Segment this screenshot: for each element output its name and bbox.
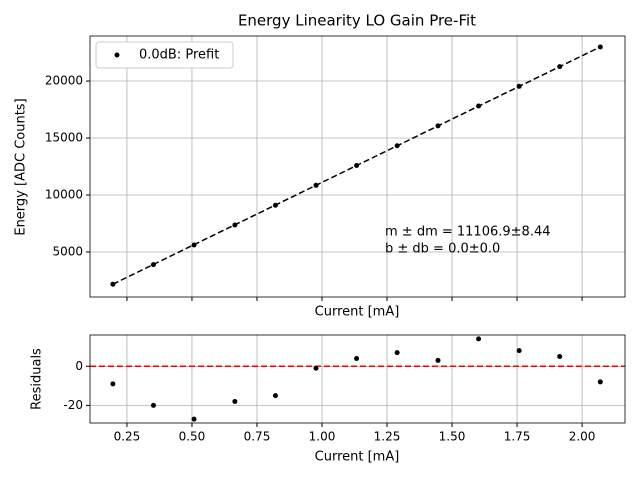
annotation: m ± dm = 11106.9±8.44 xyxy=(385,225,551,240)
data-point xyxy=(313,365,319,371)
data-point xyxy=(313,182,319,188)
data-point xyxy=(191,416,197,422)
data-point xyxy=(150,402,156,408)
legend-frame xyxy=(95,41,234,69)
chart-title: Energy Linearity LO Gain Pre-Fit xyxy=(238,12,476,30)
x-tick-label: 1.25 xyxy=(374,430,401,444)
y-tick-label: -20 xyxy=(63,398,83,412)
data-point xyxy=(557,64,563,70)
y-tick-label: 0 xyxy=(75,359,83,373)
data-point xyxy=(354,355,360,361)
data-point xyxy=(272,393,278,399)
data-point xyxy=(597,379,603,385)
data-point xyxy=(516,83,522,89)
data-point xyxy=(110,381,116,387)
data-point xyxy=(394,350,400,356)
x-tick-label: 2.00 xyxy=(569,430,596,444)
annotation: b ± db = 0.0±0.0 xyxy=(385,242,500,257)
x-tick-label: 0.50 xyxy=(179,430,206,444)
data-point xyxy=(110,281,116,287)
y-tick-label: 10000 xyxy=(45,188,83,202)
x-tick-label: 1.00 xyxy=(309,430,336,444)
data-point xyxy=(435,357,441,363)
x-tick-label: 1.75 xyxy=(504,430,531,444)
legend: 0.0dB: Prefit xyxy=(95,41,234,69)
plot-frame xyxy=(89,35,626,298)
y-axis-label: Energy [ADC Counts] xyxy=(14,98,29,235)
data-point xyxy=(394,143,400,149)
x-tick-label: 0.25 xyxy=(114,430,141,444)
x-axis-label: Current [mA] xyxy=(315,450,400,465)
data-point xyxy=(191,242,197,248)
data-point xyxy=(150,262,156,268)
data-point xyxy=(476,336,482,342)
x-tick-label: 1.50 xyxy=(439,430,466,444)
x-tick-label: 0.75 xyxy=(244,430,271,444)
data-point xyxy=(435,123,441,129)
y-tick-label: 20000 xyxy=(45,73,83,87)
legend-marker xyxy=(114,52,120,58)
x-axis-label: Current [mA] xyxy=(315,305,400,320)
data-point xyxy=(516,348,522,354)
data-point xyxy=(557,354,563,360)
data-point xyxy=(476,103,482,109)
legend-label: 0.0dB: Prefit xyxy=(139,48,219,63)
y-tick-label: 5000 xyxy=(52,245,83,259)
data-point xyxy=(272,202,278,208)
data-point xyxy=(597,44,603,50)
y-tick-label: 15000 xyxy=(45,130,83,144)
data-point xyxy=(232,398,238,404)
data-point xyxy=(232,222,238,228)
data-point xyxy=(354,162,360,168)
plot-frame xyxy=(89,334,626,424)
y-axis-label: Residuals xyxy=(30,348,45,410)
